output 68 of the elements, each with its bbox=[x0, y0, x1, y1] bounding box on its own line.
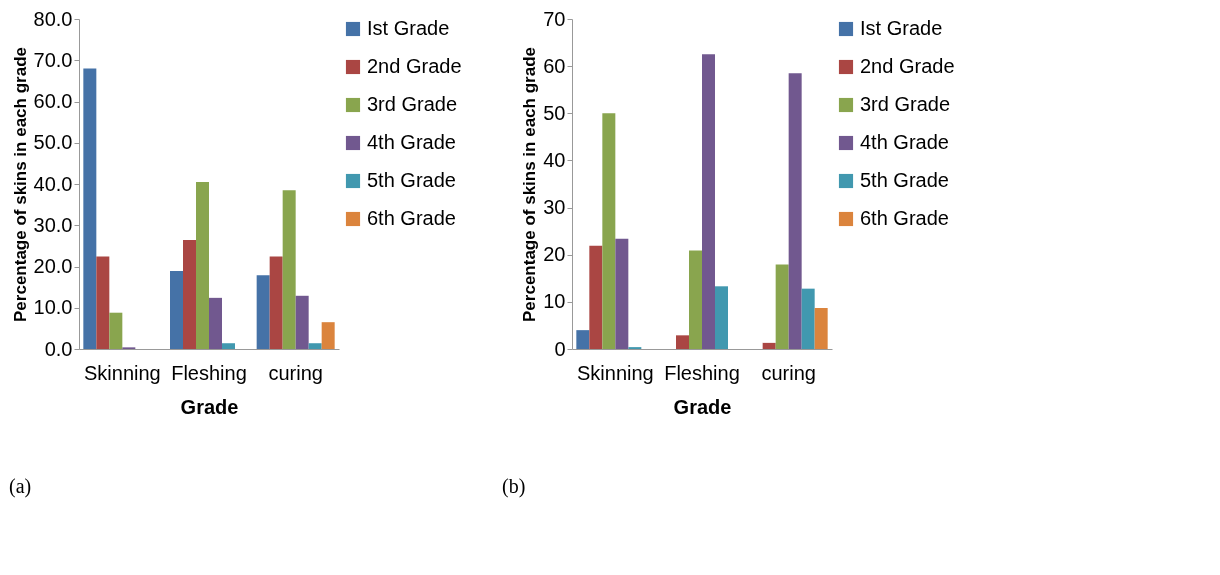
y-tick-label: 0 bbox=[554, 337, 566, 360]
bar bbox=[762, 342, 776, 349]
legend-label: 2nd Grade bbox=[367, 55, 462, 77]
bar bbox=[209, 297, 222, 349]
legend-label: 6th Grade bbox=[367, 207, 456, 229]
y-tick-label: 50.0 bbox=[33, 131, 73, 154]
legend-label: 2nd Grade bbox=[860, 55, 955, 77]
bar bbox=[170, 271, 183, 349]
bar bbox=[196, 181, 209, 349]
legend-label: 5th Grade bbox=[367, 169, 456, 191]
bar bbox=[269, 256, 283, 349]
text: (b) bbox=[502, 475, 526, 498]
legend-label: Ist Grade bbox=[860, 17, 943, 39]
bar bbox=[702, 54, 715, 349]
x-tick-label: Fleshing bbox=[171, 361, 247, 384]
bar bbox=[788, 73, 802, 349]
legend-label: 4th Grade bbox=[367, 131, 456, 153]
legend-label: 6th Grade bbox=[860, 207, 949, 229]
x-tick-label: curing bbox=[268, 361, 323, 384]
bar bbox=[222, 343, 235, 349]
bar bbox=[615, 238, 629, 349]
y-axis-title: Percentage of skins in each grade bbox=[520, 47, 540, 322]
bar bbox=[676, 335, 689, 349]
bar bbox=[83, 68, 97, 349]
bar bbox=[282, 190, 296, 349]
y-tick-label: 40 bbox=[543, 148, 566, 171]
y-tick-label: 70 bbox=[543, 7, 566, 30]
bar bbox=[715, 286, 728, 349]
bar bbox=[308, 343, 322, 349]
bar bbox=[576, 330, 590, 349]
bar bbox=[814, 307, 828, 349]
legend-label: 3rd Grade bbox=[860, 93, 951, 115]
y-tick-label: 70.0 bbox=[33, 48, 73, 71]
y-tick-label: 0.0 bbox=[44, 337, 73, 360]
legend-label: 5th Grade bbox=[860, 169, 949, 191]
y-tick-label: 20 bbox=[543, 243, 566, 266]
bar bbox=[602, 113, 616, 349]
bar bbox=[589, 245, 603, 349]
bar bbox=[256, 275, 270, 349]
y-tick-label: 10 bbox=[543, 290, 566, 313]
y-axis-title: Percentage of skins in each grade bbox=[10, 47, 30, 322]
bar bbox=[183, 240, 196, 349]
legend-label: 4th Grade bbox=[860, 131, 949, 153]
legend-label: Ist Grade bbox=[367, 17, 450, 39]
bar bbox=[295, 295, 309, 349]
bar bbox=[775, 264, 789, 349]
y-tick-label: 30.0 bbox=[33, 213, 73, 236]
bar bbox=[96, 256, 110, 349]
y-tick-label: 30 bbox=[543, 196, 566, 219]
bar bbox=[801, 288, 815, 349]
x-tick-label: Fleshing bbox=[664, 361, 740, 384]
x-axis-title: Grade bbox=[673, 395, 732, 418]
y-tick-label: 10.0 bbox=[33, 296, 73, 319]
bar bbox=[109, 312, 123, 349]
x-tick-label: curing bbox=[761, 361, 816, 384]
bar bbox=[689, 250, 702, 349]
text: (a) bbox=[9, 475, 32, 498]
y-tick-label: 60 bbox=[543, 54, 566, 77]
y-tick-label: 50 bbox=[543, 101, 566, 124]
x-axis-title: Grade bbox=[180, 395, 239, 418]
x-tick-label: Skinning bbox=[576, 361, 654, 384]
y-tick-label: 80.0 bbox=[33, 7, 73, 30]
legend-label: 3rd Grade bbox=[367, 93, 458, 115]
y-tick-label: 40.0 bbox=[33, 172, 73, 195]
x-tick-label: Skinning bbox=[83, 361, 161, 384]
y-tick-label: 20.0 bbox=[33, 255, 73, 277]
bar bbox=[321, 322, 335, 349]
y-tick-label: 60.0 bbox=[33, 90, 73, 112]
